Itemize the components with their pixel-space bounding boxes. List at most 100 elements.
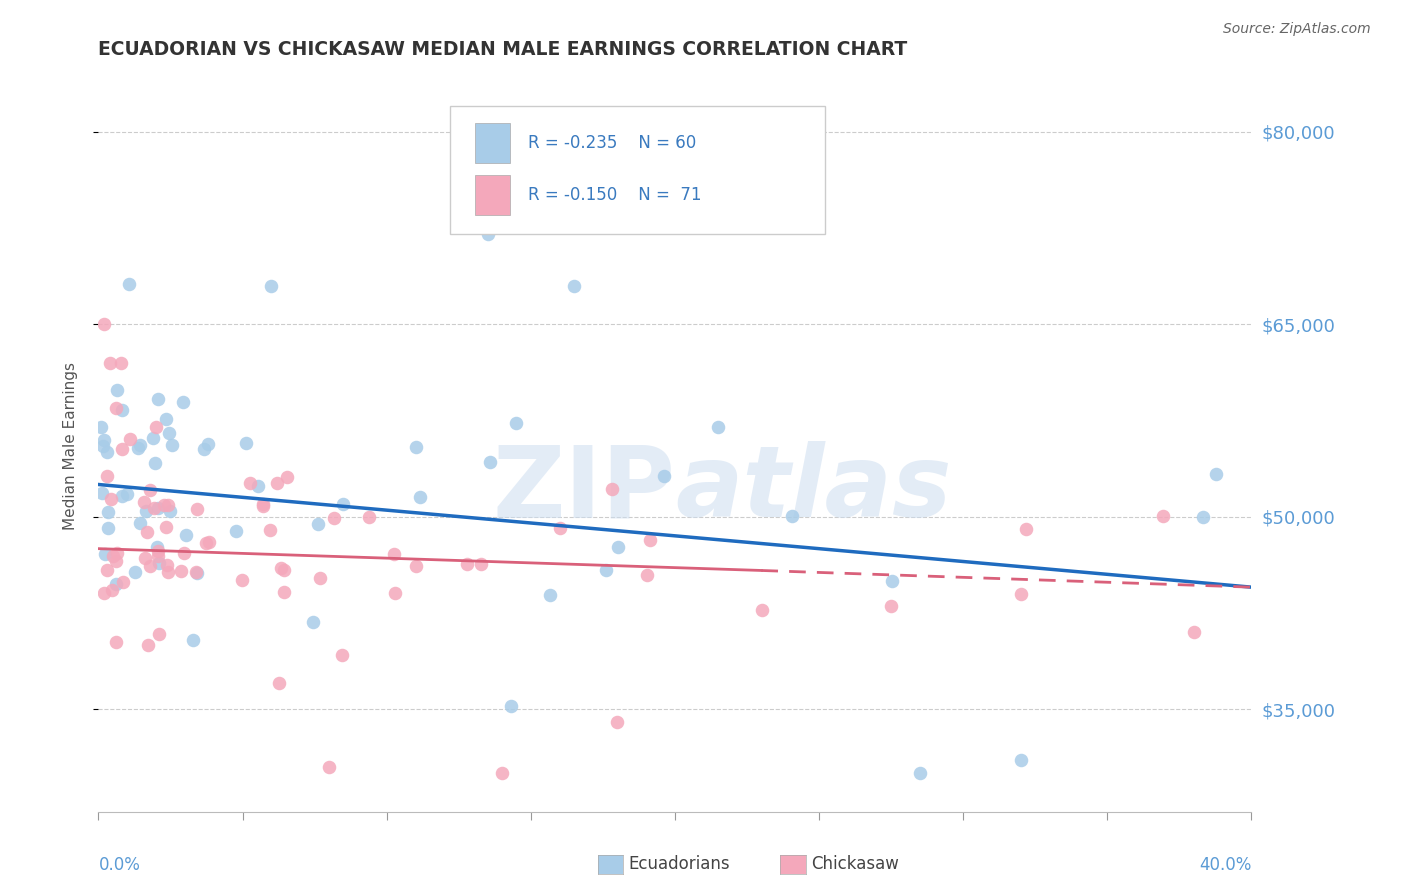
Point [93, 586, 115, 600]
Point [104, 401, 127, 415]
Text: R = -0.235    N = 60: R = -0.235 N = 60 [529, 134, 697, 152]
Point [135, 525, 157, 540]
Point [405, 440, 427, 454]
FancyBboxPatch shape [475, 175, 510, 215]
Point [104, 577, 127, 591]
Point [260, 278, 283, 293]
Point [105, 546, 128, 560]
Point [225, 524, 247, 538]
Point [98, 355, 121, 369]
Point [111, 403, 134, 417]
FancyBboxPatch shape [450, 106, 825, 234]
Point [174, 528, 197, 542]
Point [606, 540, 628, 554]
Point [318, 760, 340, 774]
Point [186, 566, 208, 581]
Point [247, 479, 270, 493]
Point [1010, 753, 1032, 767]
Point [252, 499, 274, 513]
Point [273, 563, 295, 577]
Point [266, 476, 288, 491]
Point [156, 558, 179, 572]
FancyBboxPatch shape [475, 123, 510, 163]
Point [307, 516, 329, 531]
Text: ECUADORIAN VS CHICKASAW MEDIAN MALE EARNINGS CORRELATION CHART: ECUADORIAN VS CHICKASAW MEDIAN MALE EARN… [98, 40, 908, 59]
Point [409, 490, 432, 504]
Point [880, 599, 903, 614]
Point [184, 565, 207, 579]
Point [104, 634, 127, 648]
Point [145, 419, 167, 434]
Point [93, 433, 115, 447]
Text: Chickasaw: Chickasaw [811, 855, 900, 873]
Point [235, 436, 257, 450]
Point [127, 442, 149, 456]
Text: 40.0%: 40.0% [1199, 856, 1251, 874]
Point [103, 549, 125, 563]
Point [128, 437, 150, 451]
Point [124, 566, 146, 580]
Point [93, 547, 115, 561]
Point [636, 567, 658, 582]
Point [97, 505, 120, 519]
Point [186, 501, 208, 516]
Point [330, 648, 353, 663]
Point [101, 582, 124, 597]
Point [97, 521, 120, 535]
Point [117, 487, 139, 501]
Point [384, 585, 406, 599]
Point [1205, 467, 1227, 482]
Point [156, 499, 179, 513]
Point [405, 558, 427, 573]
Point [111, 442, 134, 456]
Point [96, 445, 118, 459]
Point [1015, 522, 1038, 536]
Point [1182, 625, 1205, 640]
Point [276, 470, 298, 484]
Point [562, 278, 585, 293]
Point [322, 511, 344, 525]
Point [606, 714, 628, 729]
Point [132, 495, 155, 509]
Point [332, 497, 354, 511]
Point [491, 766, 513, 780]
Point [1152, 509, 1174, 524]
Point [231, 573, 253, 587]
Point [104, 554, 127, 568]
Point [155, 519, 177, 533]
Point [118, 432, 141, 446]
Point [505, 416, 527, 430]
Point [96, 469, 118, 483]
Point [456, 558, 478, 572]
Text: atlas: atlas [675, 442, 952, 539]
Point [105, 383, 128, 397]
Point [146, 500, 169, 515]
Point [382, 547, 405, 561]
Point [148, 627, 170, 641]
Point [638, 533, 661, 547]
Point [148, 556, 170, 570]
Point [267, 676, 290, 690]
Point [138, 638, 160, 652]
Point [155, 412, 177, 426]
Point [93, 317, 115, 331]
Y-axis label: Median Male Earnings: Median Male Earnings [63, 362, 77, 530]
Point [159, 504, 181, 518]
Point [707, 419, 730, 434]
Point [90, 486, 112, 500]
Text: 0.0%: 0.0% [98, 856, 141, 874]
Point [357, 510, 380, 524]
Point [135, 503, 157, 517]
Point [129, 516, 152, 531]
Point [1191, 509, 1213, 524]
Point [118, 277, 141, 292]
Point [198, 535, 221, 549]
Point [239, 476, 262, 491]
Point [538, 589, 561, 603]
Point [181, 633, 204, 648]
Point [93, 439, 115, 453]
Point [173, 546, 195, 560]
Point [160, 438, 183, 452]
Point [110, 489, 132, 503]
Point [142, 501, 165, 516]
